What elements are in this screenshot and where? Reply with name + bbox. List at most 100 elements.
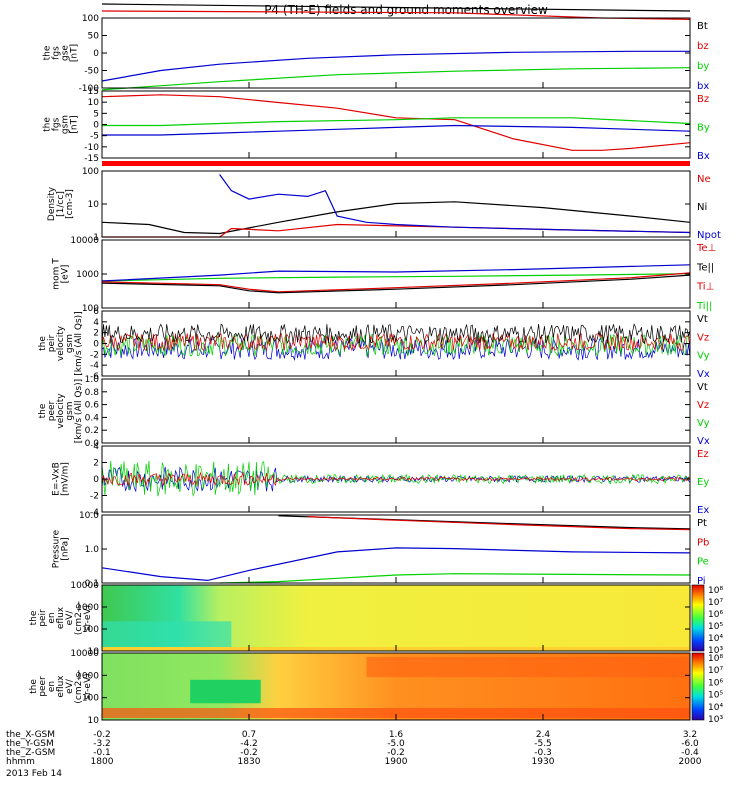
panel-frame — [101, 514, 691, 584]
y-label-line: [nT] — [70, 44, 80, 62]
y-label: the peir en eflux eV/(cm2-s-sr-eV) — [29, 601, 93, 635]
y-tick-label: -2 — [90, 492, 99, 502]
x-row-value: -0.2 — [240, 748, 258, 758]
x-row-label: the_Y-GSM — [6, 739, 54, 749]
x-row-label: hhmm — [6, 757, 35, 767]
heatmap-band — [366, 657, 690, 678]
y-tick-label: 50 — [88, 32, 100, 42]
panel-frame — [101, 310, 691, 377]
colorbar-label: 10⁵ — [708, 691, 723, 701]
y-tick-label: 0 — [93, 121, 99, 131]
y-tick-label: -4 — [90, 361, 99, 371]
legend-bx: bx — [697, 81, 709, 92]
y-label-line: [nT] — [70, 115, 80, 133]
y-label: the peer velocity gsm [km/s (All Qs)] — [38, 379, 84, 443]
y-tick-label: 1.0 — [85, 375, 100, 385]
colorbar-label: 10⁸ — [708, 654, 723, 664]
y-label-line: the — [29, 610, 39, 625]
series-bx — [101, 50, 690, 82]
y-tick-label: 5 — [93, 109, 99, 119]
y-tick-label: 2 — [93, 459, 99, 469]
y-label-line: fgs — [52, 46, 62, 60]
y-tick-label: 0.1 — [85, 579, 99, 589]
y-label-line: eV/ — [65, 610, 75, 626]
y-tick-label: 1000 — [76, 603, 99, 613]
legend-Vz: Vz — [697, 400, 709, 411]
legend-Ni: Ni — [697, 202, 707, 213]
panel-temperature: 10000 1000 100 mom T [eV] Te⊥ Te|| Ti⊥ Ti|| — [52, 236, 717, 314]
y-label-line: the — [38, 336, 48, 351]
legend-Ne: Ne — [697, 174, 711, 185]
x-row-value: 2.4 — [536, 730, 551, 740]
legend-Ti⊥: Ti⊥ — [696, 282, 714, 293]
colorbar — [691, 652, 705, 721]
y-tick-label: 1.0 — [85, 545, 100, 555]
x-row-value: -6.0 — [681, 739, 699, 749]
y-tick-label: 1000 — [76, 671, 99, 681]
noise-red — [101, 332, 691, 352]
x-row-value: 2000 — [679, 757, 702, 767]
colorbar-label: 10³ — [708, 646, 723, 656]
x-row-value: 1930 — [532, 757, 555, 767]
y-label-line: gsm — [65, 334, 75, 353]
y-tick-label: 4 — [93, 318, 99, 328]
colorbar-label: 10³ — [708, 715, 723, 725]
y-label-line: mom T — [52, 258, 62, 290]
series-Npot — [219, 174, 691, 234]
legend-Ti||: Ti|| — [696, 301, 712, 312]
panel-pressure: 10.0 1.0 0.1 Pressure [nPa] Pt Pb Pe Pi — [52, 511, 710, 589]
heatmap-blob — [190, 679, 261, 704]
y-tick-label: 0.6 — [85, 401, 100, 411]
date-label: 2013 Feb 14 — [6, 769, 62, 779]
y-label-line: [km/s (All Qs)] — [74, 311, 84, 375]
y-label: mom T [eV] — [52, 258, 71, 290]
legend-Bz: Bz — [697, 94, 709, 105]
y-tick-label: 10000 — [70, 236, 99, 246]
legend-Pb: Pb — [697, 537, 709, 548]
series-Ni — [101, 201, 691, 235]
y-tick-label: -50 — [84, 67, 99, 77]
series-Bx — [102, 124, 691, 136]
x-row-value: 1.6 — [389, 730, 404, 740]
y-label-line: eflux — [56, 606, 66, 629]
x-row-value: -0.1 — [93, 748, 111, 758]
legend-Ey: Ey — [697, 477, 709, 488]
y-tick-label: -4 — [90, 508, 99, 518]
series-By — [102, 117, 691, 127]
y-tick-label: 10000 — [70, 649, 99, 659]
series-Ti|| — [101, 273, 691, 282]
noise-green — [101, 460, 691, 497]
y-label-line: eflux — [56, 675, 66, 698]
series-Bz — [101, 94, 691, 151]
x-row-value: -3.2 — [93, 739, 111, 749]
legend-bz: bz — [697, 41, 709, 52]
legend-Npot: Npot — [697, 230, 721, 241]
y-label-line: velocity — [56, 325, 66, 361]
y-tick-label: -5 — [90, 132, 99, 142]
legend-Vt: Vt — [697, 382, 708, 393]
y-label-line: (cm2-s- — [74, 669, 84, 703]
x-row-value: 1800 — [91, 757, 114, 767]
y-label-line: sr-eV) — [83, 605, 93, 631]
y-label-line: peer — [38, 676, 48, 697]
y-tick-label: 0.0 — [85, 439, 100, 449]
x-row-label: the_Z-GSM — [6, 748, 55, 758]
y-label-line: fgs — [52, 117, 62, 131]
panel-frame — [101, 378, 691, 444]
y-label: the peir velocity gsm [km/s (All Qs)] — [38, 311, 84, 375]
noise-green — [101, 333, 691, 357]
legend-Ex: Ex — [697, 505, 709, 516]
noise-black — [101, 323, 691, 345]
y-label-line: velocity — [56, 393, 66, 429]
y-tick-label: 6 — [93, 307, 99, 317]
colorbar-label: 10⁶ — [708, 610, 723, 620]
y-label-line: en — [47, 612, 57, 623]
series-Pi — [101, 547, 691, 582]
panel-frame — [101, 17, 691, 89]
series-bz — [101, 10, 691, 20]
y-label: the fgs gse [nT] — [43, 44, 80, 62]
